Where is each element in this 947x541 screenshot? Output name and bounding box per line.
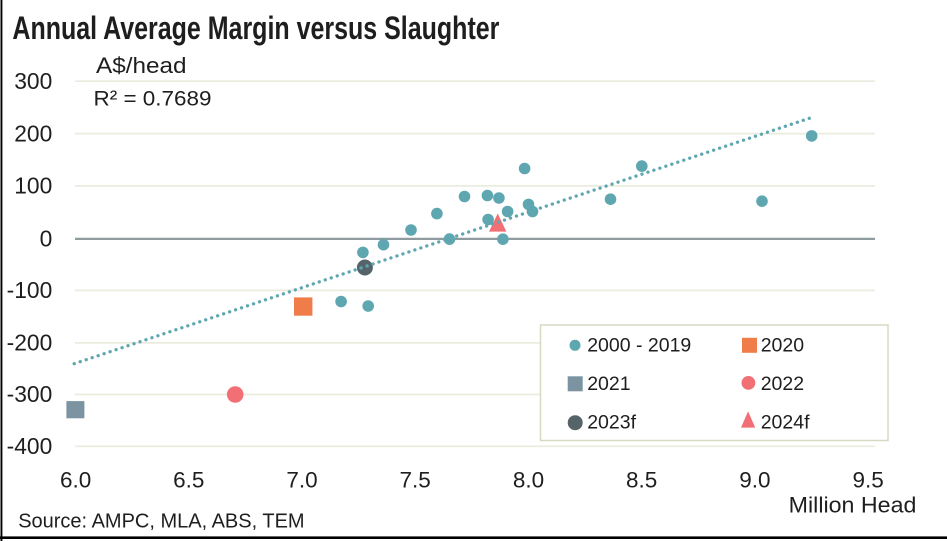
svg-text:8.5: 8.5 [626,467,657,492]
svg-text:100: 100 [14,173,52,199]
svg-text:2024f: 2024f [761,412,810,434]
svg-text:9.0: 9.0 [739,467,770,492]
svg-text:7.5: 7.5 [400,467,431,492]
svg-text:2022: 2022 [761,373,804,395]
svg-text:A$/head: A$/head [96,53,187,78]
svg-text:Source: AMPC, MLA, ABS, TEM: Source: AMPC, MLA, ABS, TEM [18,509,304,532]
svg-text:6.5: 6.5 [173,467,204,492]
svg-text:-200: -200 [7,330,53,356]
svg-text:7.0: 7.0 [286,467,317,492]
svg-text:300: 300 [14,68,52,94]
svg-text:200: 200 [14,120,52,146]
svg-text:-100: -100 [7,277,53,303]
svg-text:Annual Average Margin versus S: Annual Average Margin versus Slaughter [12,10,499,46]
svg-text:2000 - 2019: 2000 - 2019 [587,334,691,356]
svg-text:6.0: 6.0 [60,467,91,492]
svg-text:Million Head: Million Head [789,492,917,517]
svg-text:8.0: 8.0 [513,467,544,492]
svg-text:2023f: 2023f [587,412,636,434]
svg-text:2021: 2021 [587,373,630,395]
svg-text:9.5: 9.5 [852,467,883,492]
svg-text:-400: -400 [7,433,53,459]
svg-text:R² = 0.7689: R² = 0.7689 [94,88,212,111]
svg-text:0: 0 [40,226,53,252]
svg-text:2020: 2020 [761,334,805,356]
svg-text:-300: -300 [7,381,53,407]
